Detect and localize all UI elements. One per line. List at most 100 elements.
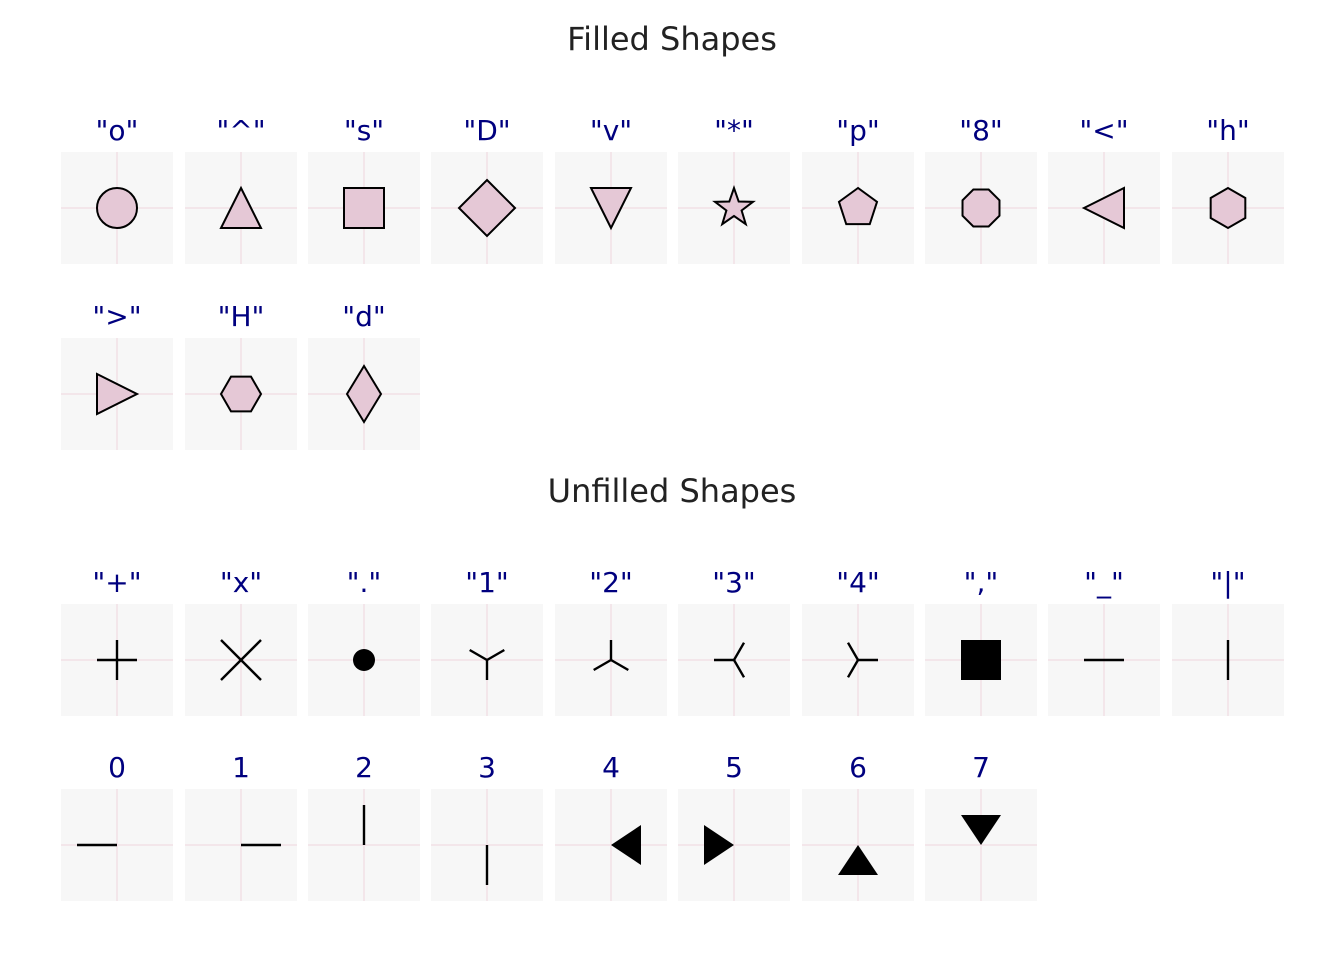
tri-left-marker-icon [714,642,746,678]
marker-panel [555,152,667,264]
marker-panel-plot [185,338,297,450]
marker-panel-plot [802,789,914,901]
marker-label: ">" [92,300,142,333]
marker-label: 2 [355,751,373,784]
marker-panel-plot [1048,604,1160,716]
marker-panel-plot [925,152,1037,264]
thin-diamond-marker-icon [345,364,383,424]
marker-label: "v" [589,114,633,147]
marker-panel [61,789,173,901]
marker-panel [678,604,790,716]
marker-panel [308,789,420,901]
marker-panel [555,789,667,901]
marker-panel-plot [185,152,297,264]
marker-panel-plot [555,789,667,901]
marker-label: "3" [712,566,756,599]
marker-panel-plot [308,152,420,264]
marker-panel [185,338,297,450]
hexagon-vertical-marker-icon [1209,186,1247,230]
marker-label: "." [346,566,382,599]
marker-label: 4 [602,751,620,784]
marker-panel-plot [678,789,790,901]
marker-panel-plot [61,338,173,450]
marker-panel [1172,604,1284,716]
star-marker-icon [712,184,756,227]
marker-label: "d" [342,300,386,333]
marker-label: "H" [217,300,265,333]
marker-panel [802,604,914,716]
circle-marker-icon [96,187,138,229]
pentagon-marker-icon [837,186,879,226]
marker-panel [61,604,173,716]
marker-panel [678,789,790,901]
marker-label: "<" [1079,114,1129,147]
marker-panel [185,789,297,901]
marker-panel [61,338,173,450]
point-marker-icon [353,649,375,671]
square-marker-icon [343,187,385,229]
tri-down-marker-icon [469,648,505,680]
marker-panel-plot [1048,152,1160,264]
marker-label: 5 [725,751,743,784]
marker-label: "*" [714,114,754,147]
marker-label: "4" [836,566,880,599]
marker-panel [925,789,1037,901]
marker-panel-plot [308,789,420,901]
marker-panel [802,152,914,264]
x-marker-icon [220,639,262,681]
marker-panel [1048,152,1160,264]
marker-label: 6 [849,751,867,784]
marker-label: "s" [343,114,385,147]
marker-panel [555,604,667,716]
marker-label: 0 [108,751,126,784]
triangle-right-marker-icon [96,372,140,416]
marker-panel-plot [185,789,297,901]
marker-panel-plot [555,152,667,264]
caretleft-marker-icon [611,825,641,865]
plus-marker-icon [97,640,137,680]
triangle-left-marker-icon [1081,186,1125,230]
marker-label: "1" [465,566,509,599]
caretdown-marker-icon [961,815,1001,845]
marker-panel [431,789,543,901]
marker-panel-plot [678,604,790,716]
marker-panel-plot [308,604,420,716]
marker-panel [308,604,420,716]
tri-right-marker-icon [846,642,878,678]
marker-panel-plot [185,604,297,716]
marker-panel [308,152,420,264]
marker-panel [678,152,790,264]
marker-panel-plot [678,152,790,264]
marker-panel-plot [555,604,667,716]
marker-panel-plot [61,789,173,901]
marker-panel [61,152,173,264]
marker-panel-plot [431,604,543,716]
marker-panel [925,152,1037,264]
marker-label: "h" [1206,114,1250,147]
marker-label: 1 [232,751,250,784]
marker-panel-plot [925,789,1037,901]
section-title-unfilled-shapes: Unfilled Shapes [547,472,797,510]
marker-panel-plot [925,604,1037,716]
marker-label: "p" [836,114,880,147]
marker-panel-plot [61,152,173,264]
tri-up-marker-icon [593,640,629,672]
caretup-marker-icon [838,845,878,875]
marker-label: 3 [478,751,496,784]
marker-label: "|" [1210,566,1246,599]
hexagon-horizontal-marker-icon [219,375,263,413]
triangle-up-marker-icon [219,185,263,229]
marker-panel [1172,152,1284,264]
marker-panel [185,604,297,716]
marker-label: "D" [463,114,511,147]
marker-label: "_" [1084,566,1124,599]
marker-panel-plot [431,152,543,264]
marker-label: "2" [589,566,633,599]
marker-panel-plot [802,152,914,264]
marker-label: 7 [972,751,990,784]
marker-label: "8" [959,114,1003,147]
triangle-down-marker-icon [589,187,633,231]
marker-panel-plot [1172,152,1284,264]
octagon-marker-icon [961,188,1001,228]
